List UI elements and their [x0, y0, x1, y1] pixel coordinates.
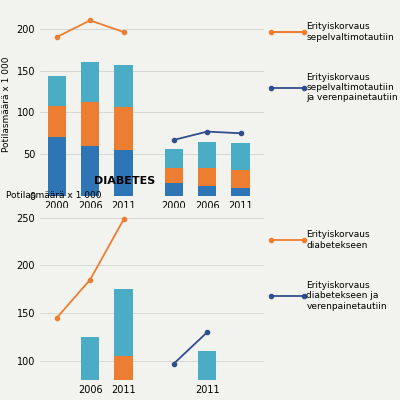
Bar: [114, 106, 133, 150]
Bar: [48, 138, 66, 196]
Bar: [164, 184, 183, 196]
Bar: [164, 168, 183, 184]
Y-axis label: Potilasmäärä x 1 000: Potilasmäärä x 1 000: [2, 56, 11, 152]
Bar: [198, 186, 216, 196]
Bar: [81, 146, 99, 196]
Bar: [114, 289, 133, 356]
Bar: [114, 65, 133, 106]
Text: Potilasmäärä x 1 000: Potilasmäärä x 1 000: [6, 191, 102, 200]
Bar: [48, 106, 66, 138]
Bar: [232, 170, 250, 188]
Bar: [232, 188, 250, 196]
Text: Erityiskorvaus
diabetekseen ja
verenpainetautiin: Erityiskorvaus diabetekseen ja verenpain…: [306, 281, 387, 311]
Bar: [81, 102, 99, 146]
Bar: [198, 351, 216, 400]
Bar: [164, 149, 183, 168]
Bar: [198, 142, 216, 168]
Bar: [232, 143, 250, 170]
Bar: [114, 356, 133, 400]
Bar: [48, 76, 66, 106]
Text: Erityiskorvaus
diabetekseen: Erityiskorvaus diabetekseen: [306, 230, 370, 250]
Text: Erityiskorvaus
sepelvaltimotautiin
ja verenpainetautiin: Erityiskorvaus sepelvaltimotautiin ja ve…: [306, 73, 398, 102]
Bar: [198, 168, 216, 186]
Text: DIABETES: DIABETES: [94, 176, 156, 186]
Bar: [81, 62, 99, 102]
Text: Erityiskorvaus
sepelvaltimotautiin: Erityiskorvaus sepelvaltimotautiin: [306, 22, 394, 42]
Bar: [114, 150, 133, 196]
Bar: [81, 337, 99, 400]
